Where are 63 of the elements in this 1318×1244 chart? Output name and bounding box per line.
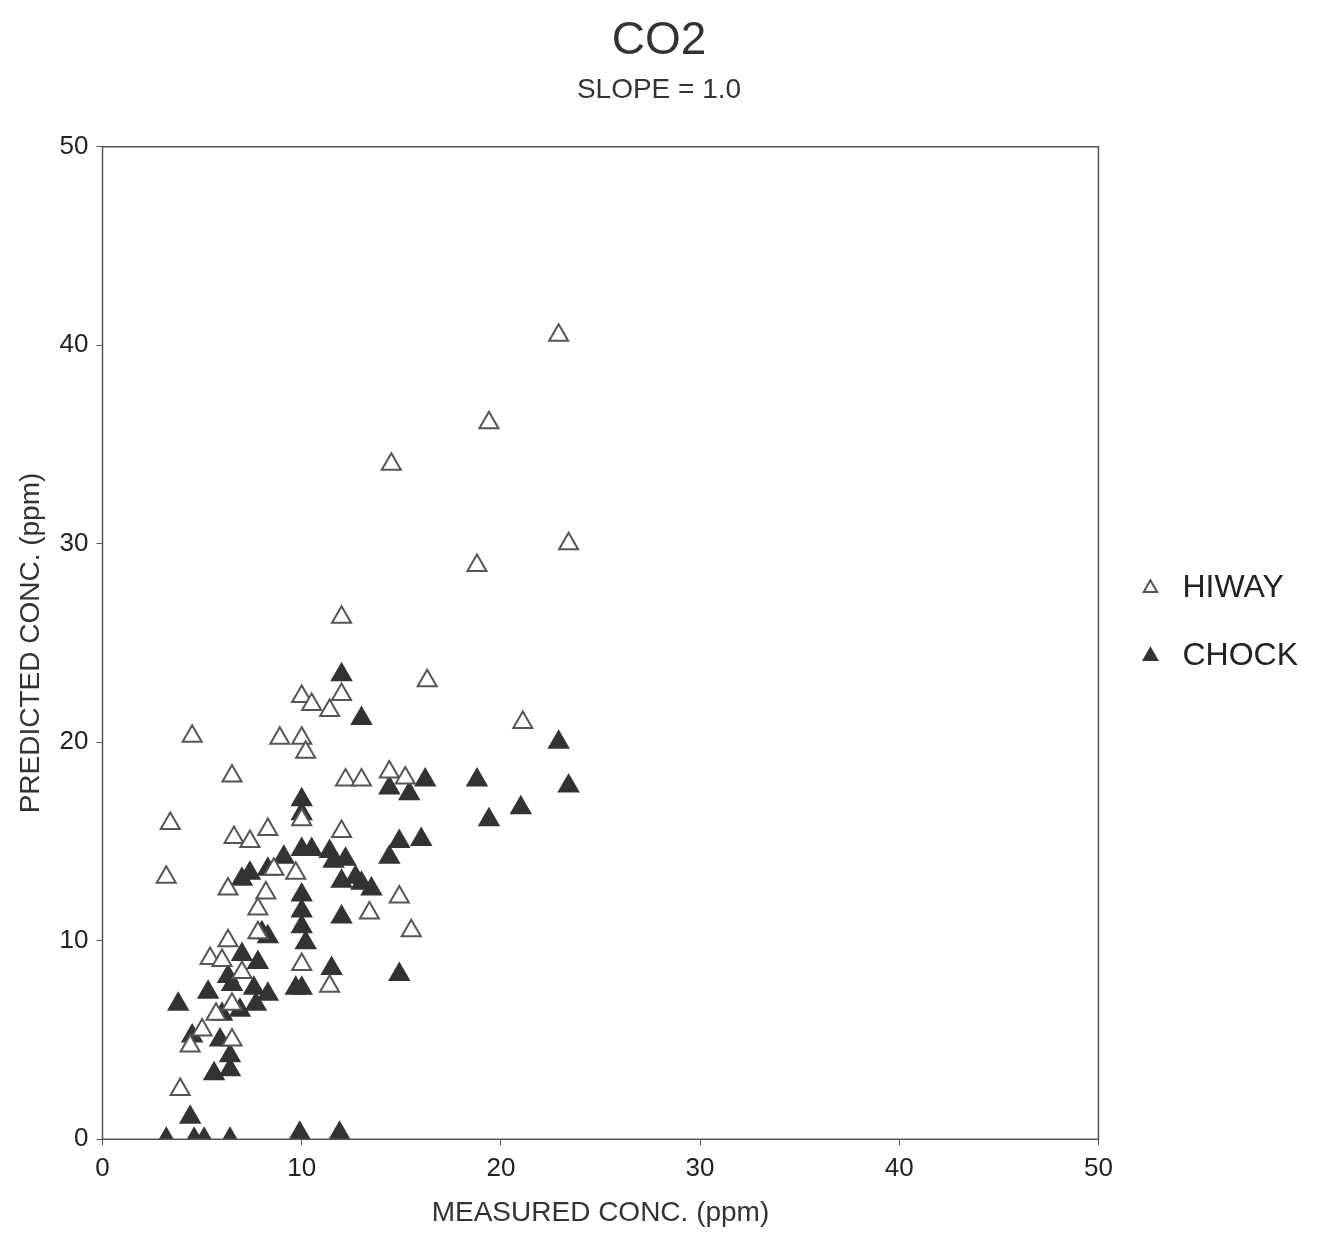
point xyxy=(378,760,400,779)
y-axis-title: PREDICTED CONC. (ppm) xyxy=(13,472,45,814)
point xyxy=(380,452,402,471)
point xyxy=(155,865,177,884)
point xyxy=(191,1018,213,1037)
point xyxy=(239,829,261,848)
point xyxy=(350,767,372,787)
point xyxy=(319,698,341,717)
point xyxy=(291,952,313,972)
point xyxy=(205,1002,227,1021)
x-tick-label: 10 xyxy=(287,1151,317,1182)
point xyxy=(400,918,422,938)
point xyxy=(247,896,269,916)
point xyxy=(466,553,488,573)
point xyxy=(285,861,307,880)
point xyxy=(416,668,438,688)
y-tick-label: 0 xyxy=(74,1122,89,1153)
point xyxy=(331,819,353,839)
chart-title: CO2 xyxy=(611,12,707,65)
point xyxy=(295,740,317,759)
point xyxy=(558,531,580,551)
point xyxy=(221,1027,243,1047)
point xyxy=(269,726,291,745)
legend-label: HIWAY xyxy=(1182,567,1284,604)
point xyxy=(512,710,534,729)
chart-subtitle: SLOPE = 1.0 xyxy=(576,72,742,104)
y-tick-label: 10 xyxy=(59,923,89,954)
point xyxy=(478,410,500,430)
point xyxy=(181,724,203,743)
point xyxy=(221,763,243,783)
point xyxy=(255,881,277,900)
x-tick-label: 0 xyxy=(95,1151,110,1182)
point xyxy=(358,900,380,920)
point xyxy=(217,877,239,896)
x-tick-label: 40 xyxy=(884,1151,914,1182)
x-tick-label: 50 xyxy=(1083,1151,1113,1182)
point xyxy=(331,605,353,624)
y-tick-label: 30 xyxy=(59,526,89,557)
point xyxy=(217,928,239,948)
point xyxy=(394,765,416,785)
legend-label: CHOCK xyxy=(1182,635,1298,672)
y-tick-label: 40 xyxy=(59,328,89,359)
x-tick-label: 20 xyxy=(486,1151,516,1182)
x-axis-title: MEASURED CONC. (ppm) xyxy=(431,1195,770,1227)
y-tick-label: 20 xyxy=(59,725,89,756)
point xyxy=(247,920,269,940)
point xyxy=(257,817,279,837)
point xyxy=(159,811,181,831)
point xyxy=(221,992,243,1011)
point xyxy=(169,1077,191,1097)
x-tick-label: 30 xyxy=(685,1151,715,1182)
point xyxy=(388,885,410,904)
point xyxy=(179,1033,201,1053)
point xyxy=(211,948,233,968)
point xyxy=(301,692,323,712)
point xyxy=(291,807,313,827)
point xyxy=(231,960,253,979)
point xyxy=(331,682,353,702)
point xyxy=(548,323,570,342)
point xyxy=(319,974,341,993)
y-tick-label: 50 xyxy=(59,129,89,160)
point xyxy=(263,857,285,876)
point xyxy=(223,825,245,845)
